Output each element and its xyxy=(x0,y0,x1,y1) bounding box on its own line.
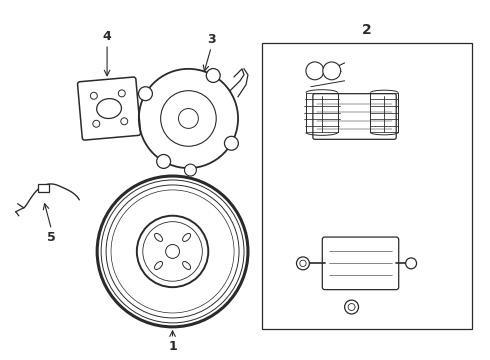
Circle shape xyxy=(323,62,341,80)
Circle shape xyxy=(157,154,171,168)
Bar xyxy=(262,43,472,329)
Bar xyxy=(38,184,49,192)
Circle shape xyxy=(344,300,359,314)
Text: 2: 2 xyxy=(362,23,372,37)
Circle shape xyxy=(306,62,324,80)
Text: 1: 1 xyxy=(168,340,177,353)
Circle shape xyxy=(296,257,309,270)
Text: 4: 4 xyxy=(103,30,111,42)
Text: 3: 3 xyxy=(207,33,216,46)
Circle shape xyxy=(224,136,238,150)
Circle shape xyxy=(406,258,416,269)
Circle shape xyxy=(139,87,152,100)
Circle shape xyxy=(206,68,220,82)
Text: 5: 5 xyxy=(47,231,56,244)
Circle shape xyxy=(184,164,196,176)
